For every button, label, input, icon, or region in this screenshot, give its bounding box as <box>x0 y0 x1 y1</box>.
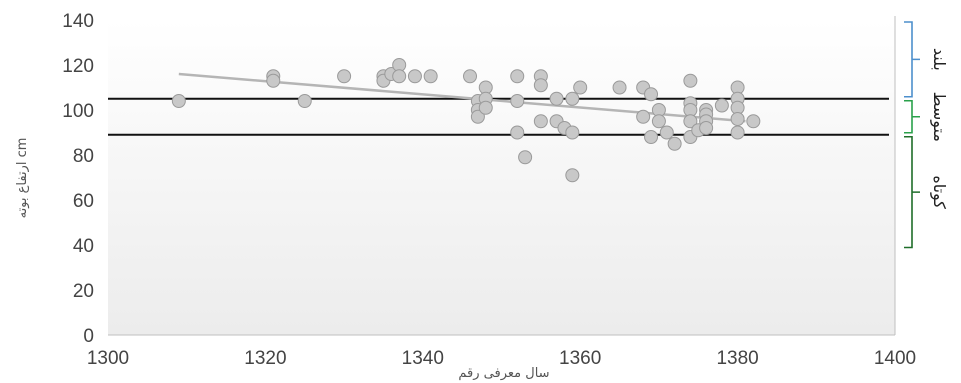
band-bracket <box>904 99 920 134</box>
y-tick-label: 140 <box>62 11 94 32</box>
band-brackets: بلند متوسط کوتاه <box>904 21 949 249</box>
threshold-lines <box>108 97 889 136</box>
data-point <box>746 114 761 129</box>
data-point <box>565 91 580 106</box>
band-bracket <box>904 21 920 98</box>
x-tick-label: 1300 <box>87 348 129 369</box>
band-label: متوسط <box>929 92 949 142</box>
y-tick-label: 20 <box>73 281 94 302</box>
data-point <box>573 80 588 95</box>
data-point <box>730 125 745 140</box>
data-point <box>659 125 674 140</box>
data-point <box>565 168 580 183</box>
data-point <box>644 130 659 144</box>
x-tick-label: 1360 <box>559 348 601 369</box>
data-point <box>714 98 729 113</box>
band-label: بلند <box>930 48 949 71</box>
x-tick-label: 1320 <box>244 348 286 369</box>
plot-area <box>108 20 895 335</box>
data-point <box>699 121 714 135</box>
data-point <box>463 69 478 84</box>
data-point <box>667 136 682 151</box>
axes <box>108 16 896 336</box>
x-tick-label: 1340 <box>402 348 444 369</box>
data-point <box>266 73 281 88</box>
y-axis-ticks: 0 20 40 60 80 100 120 140 <box>62 11 94 347</box>
data-point <box>644 87 659 102</box>
data-point <box>171 94 186 108</box>
data-point <box>651 114 666 129</box>
data-point <box>730 112 745 126</box>
data-point <box>533 114 548 129</box>
y-tick-label: 0 <box>83 326 94 347</box>
data-point <box>549 91 564 106</box>
x-tick-label: 1380 <box>716 348 758 369</box>
band-label: کوتاه <box>929 175 949 209</box>
data-point <box>392 69 407 84</box>
y-tick-label: 60 <box>73 191 94 212</box>
x-axis-label: سال معرفی رقم <box>458 366 549 381</box>
data-points <box>171 58 761 183</box>
data-point <box>337 69 352 84</box>
data-point <box>470 109 485 124</box>
data-point <box>510 125 525 140</box>
y-tick-label: 100 <box>62 101 94 122</box>
data-point <box>407 69 422 84</box>
y-tick-label: 80 <box>73 146 94 167</box>
data-point <box>478 100 493 115</box>
data-point <box>533 78 548 93</box>
data-point <box>423 69 438 84</box>
data-point <box>612 80 627 95</box>
x-axis-ticks: 1300 1320 1340 1360 1380 1400 <box>87 348 916 369</box>
data-point <box>510 69 525 84</box>
data-point <box>565 125 580 140</box>
data-point <box>510 94 525 108</box>
data-point <box>297 94 312 108</box>
y-axis-label: ارتفاع بوته cm <box>15 138 30 219</box>
band-bracket <box>904 135 920 249</box>
data-point <box>636 109 651 124</box>
x-tick-label: 1400 <box>874 348 916 369</box>
y-tick-label: 120 <box>62 56 94 77</box>
data-point <box>683 114 698 129</box>
data-point <box>683 73 698 88</box>
y-tick-label: 40 <box>73 236 94 257</box>
data-point <box>518 150 533 165</box>
